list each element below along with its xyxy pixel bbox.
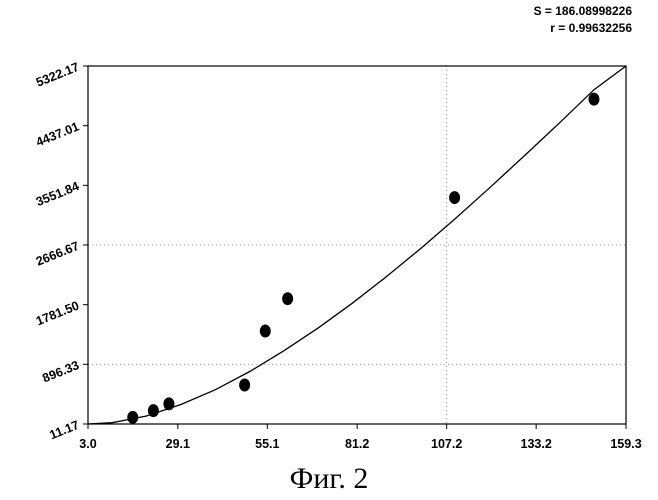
y-tick-label: 4437.01: [34, 119, 81, 149]
x-tick-label: 81.2: [345, 437, 369, 451]
data-point: [449, 191, 460, 204]
data-point: [127, 411, 138, 424]
y-axis-ticks: 11.17 896.33 1781.50 2666.67 3551.84 4437.01 5…: [34, 60, 88, 442]
data-point: [239, 378, 250, 391]
scatter-chart: 11.17 896.33 1781.50 2666.67 3551.84 4437.01 5…: [0, 0, 658, 460]
y-tick-label: 896.33: [40, 358, 81, 385]
data-point: [148, 404, 159, 417]
data-point: [282, 292, 293, 305]
x-axis-ticks: 3.0 29.1 55.1 81.2 107.2 133.2 159.3: [79, 424, 641, 451]
x-tick-label: 55.1: [255, 437, 279, 451]
data-points: [127, 93, 599, 424]
y-tick-label: 3551.84: [34, 179, 81, 209]
data-point: [260, 325, 271, 338]
y-tick-label: 5322.17: [34, 60, 81, 90]
y-tick-label: 1781.50: [34, 298, 81, 328]
y-tick-label: 11.17: [48, 418, 82, 442]
figure-caption: Фиг. 2: [0, 462, 658, 496]
data-point: [588, 93, 599, 106]
y-tick-label: 2666.67: [34, 239, 81, 269]
data-point: [163, 397, 174, 410]
x-tick-label: 3.0: [79, 437, 96, 451]
grid-lines: [88, 66, 626, 424]
x-tick-label: 29.1: [166, 437, 190, 451]
x-tick-label: 107.2: [431, 437, 462, 451]
x-tick-label: 159.3: [610, 437, 641, 451]
x-tick-label: 133.2: [521, 437, 552, 451]
